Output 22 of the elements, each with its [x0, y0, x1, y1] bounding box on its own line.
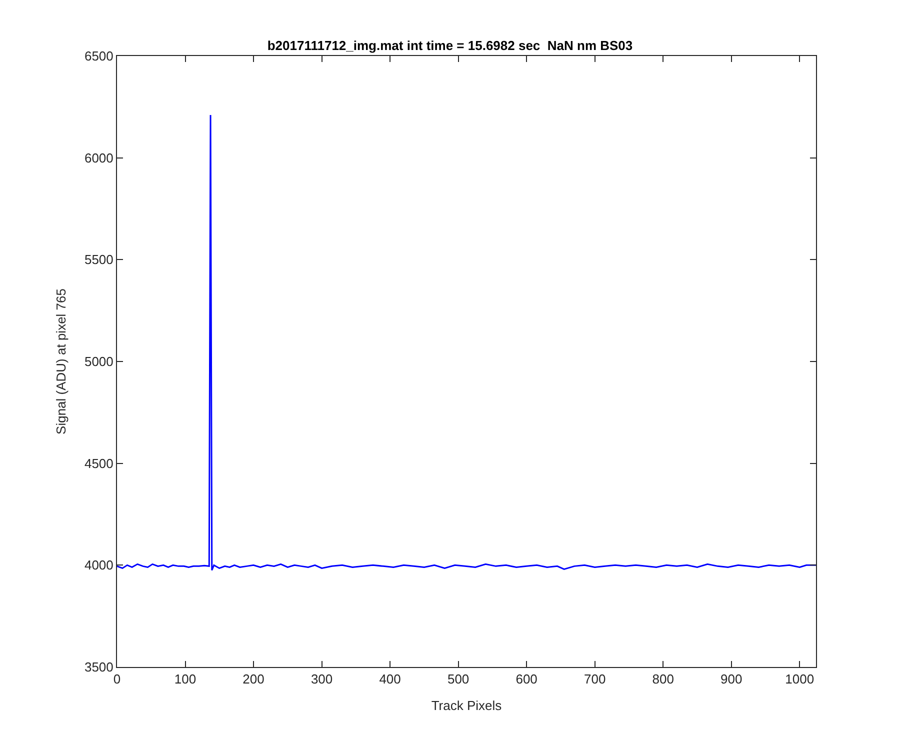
- y-tick-label: 4500: [84, 456, 114, 471]
- y-tick-label: 5000: [84, 354, 114, 370]
- x-axis-title: Track Pixels: [431, 698, 502, 714]
- x-tick-label: 100: [174, 672, 196, 687]
- x-tick-label: 1000: [785, 672, 814, 687]
- y-tick-label: 6000: [84, 150, 114, 166]
- y-axis-title: Signal (ADU) at pixel 765: [53, 288, 68, 434]
- line-series: [117, 114, 816, 572]
- x-tick-label: 700: [584, 672, 606, 687]
- x-tick-label: 400: [379, 672, 401, 687]
- y-tick-label: 5500: [84, 252, 114, 268]
- y-tick-label: 3500: [84, 660, 114, 675]
- x-tick-label: 600: [516, 672, 538, 687]
- x-tick-label: 900: [720, 672, 742, 687]
- y-tick-label: 6500: [84, 48, 114, 64]
- x-tick-label: 0: [113, 672, 121, 687]
- y-tick-label: 4000: [84, 558, 114, 573]
- x-tick-label: 300: [310, 672, 333, 687]
- x-tick-label: 200: [242, 672, 264, 687]
- chart-title: b2017111712_img.mat int time = 15.6982 sec NaN nm BS03: [267, 38, 633, 53]
- x-tick-label: 500: [447, 672, 470, 687]
- x-tick-label: 800: [652, 672, 674, 687]
